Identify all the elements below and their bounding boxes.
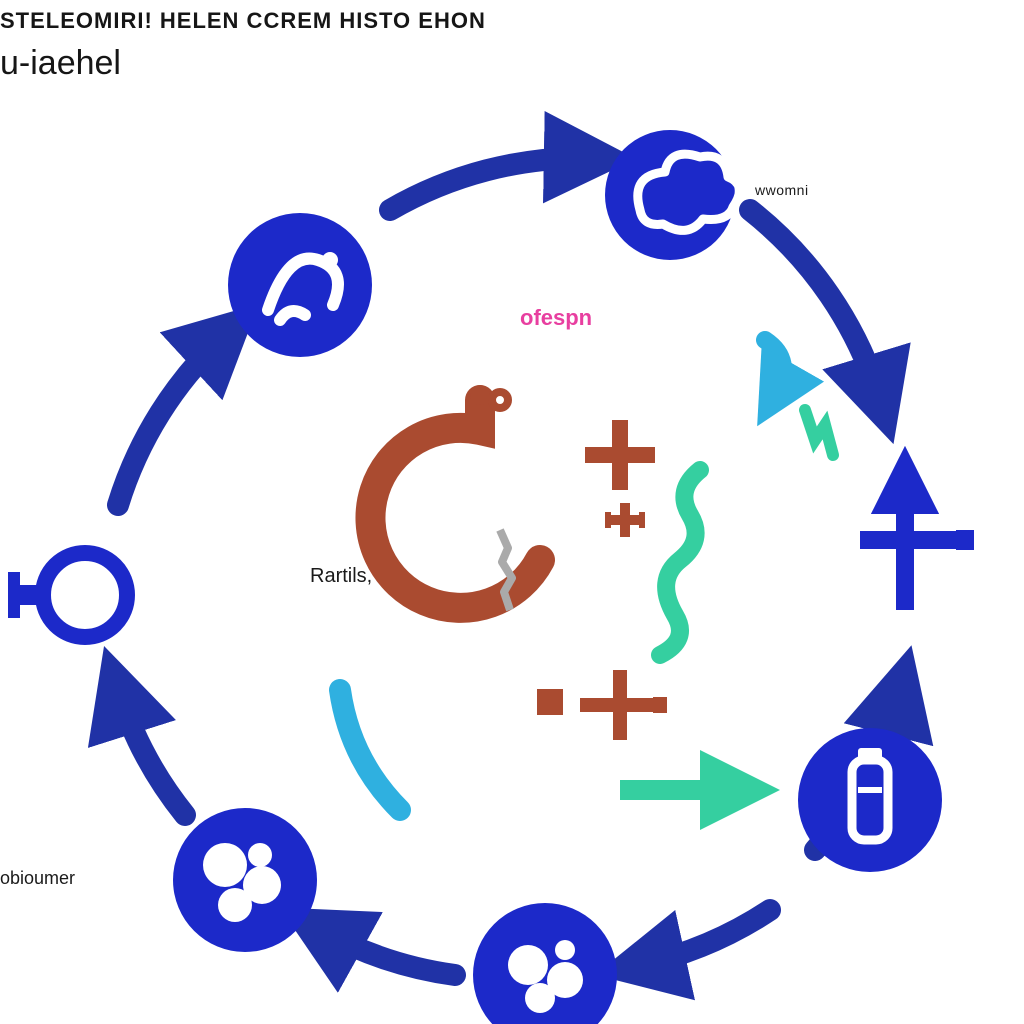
label-ofespn: ofespn [520,305,592,331]
label-rartils: Rartils, [310,565,372,588]
hook-icon [370,385,540,608]
label-wwomni: wwomni [755,182,809,198]
node-top-left [228,213,372,357]
diagram-canvas: STELEOMIRI! helen CCREM Histo Ehon u-iae… [0,0,1024,1024]
node-top-right [605,130,739,260]
right-bracket-icon [860,480,970,610]
lightblue-drop-icon [765,340,783,395]
lightblue-curve-icon [340,690,400,810]
plus-small-icon [608,503,642,537]
center-rip-icon [500,530,512,610]
node-right [798,728,942,872]
teal-squiggle-icon [660,470,700,655]
plus-box-icon [537,689,563,715]
node-left [8,553,127,637]
teal-tick-icon [805,410,833,455]
cycle-diagram [0,0,1024,1024]
node-bottom [473,903,617,1024]
plus-top-icon [585,420,655,490]
plus-mid-icon [580,670,660,740]
label-obioumer: obioumer [0,868,75,889]
node-bottom-left [173,808,317,952]
